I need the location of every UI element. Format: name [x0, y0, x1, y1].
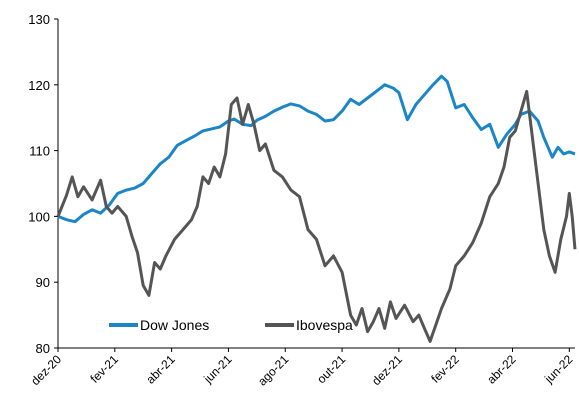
x-tick-label: fev-21 [87, 352, 121, 386]
chart-legend: Dow Jones Ibovespa [109, 317, 353, 333]
x-tick-label: abr-21 [143, 352, 178, 387]
x-tick-label: abr-22 [484, 352, 519, 387]
series-line-ibovespa [56, 89, 577, 343]
x-tick-label: jun-21 [200, 352, 234, 386]
x-axis-ticks: dez-20 fev-21 abr-21 jun-21 ago-21 out-21 dez-… [28, 348, 576, 389]
y-axis-ticks: 80 90 100 110 120 130 [28, 12, 58, 356]
x-tick-label: ago-21 [255, 352, 292, 389]
chart-series [56, 74, 577, 343]
legend-label-dow-jones: Dow Jones [140, 317, 209, 333]
x-tick-label: fev-22 [428, 352, 462, 386]
y-tick-label: 120 [28, 78, 50, 93]
series-line-dow-jones [57, 74, 576, 224]
x-tick-label: out-21 [314, 352, 348, 386]
y-tick-label: 130 [28, 12, 50, 27]
y-tick-label: 90 [36, 275, 50, 290]
y-tick-label: 80 [36, 341, 50, 356]
x-tick-label: dez-21 [369, 352, 405, 388]
x-tick-label: dez-20 [28, 352, 64, 388]
y-tick-label: 110 [29, 144, 50, 159]
chart-axes [57, 19, 575, 349]
x-tick-label: jun-22 [541, 352, 575, 386]
y-tick-label: 100 [28, 209, 50, 224]
legend-label-ibovespa: Ibovespa [296, 317, 353, 333]
